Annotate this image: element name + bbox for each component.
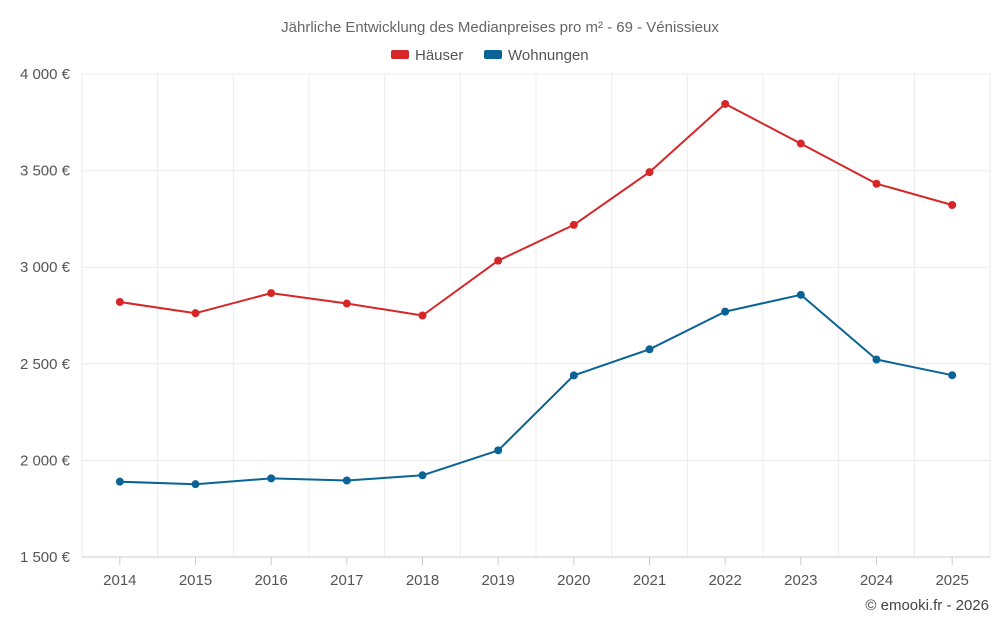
data-point-h-user[interactable] xyxy=(115,297,124,306)
x-axis: 2014 2015 2016 2017 2018 2019 2020 2021 2022 2023… xyxy=(82,556,990,589)
data-point-h-user[interactable] xyxy=(569,220,578,229)
data-point-wohnungen[interactable] xyxy=(872,355,881,364)
x-tick-label: 2023 xyxy=(784,572,817,589)
data-point-wohnungen[interactable] xyxy=(494,446,503,455)
x-tick-label: 2016 xyxy=(254,572,287,589)
data-point-wohnungen[interactable] xyxy=(191,480,200,489)
legend-item-wohnungen[interactable]: Wohnungen xyxy=(484,47,589,64)
data-point-h-user[interactable] xyxy=(494,256,503,265)
series-group xyxy=(115,99,957,489)
data-point-wohnungen[interactable] xyxy=(796,290,805,299)
y-tick-label: 3 000 € xyxy=(20,259,71,276)
x-tick-label: 2017 xyxy=(330,572,363,589)
legend-label: Häuser xyxy=(415,47,463,64)
y-axis: 1 500 € 2 000 € 2 500 € 3 000 € 3 500 € 4 000… xyxy=(20,66,71,566)
data-point-wohnungen[interactable] xyxy=(418,471,427,480)
x-tick-label: 2020 xyxy=(557,572,590,589)
data-point-h-user[interactable] xyxy=(796,139,805,148)
x-tick-label: 2024 xyxy=(860,572,893,589)
legend: Häuser Wohnungen xyxy=(391,47,589,64)
data-point-h-user[interactable] xyxy=(645,168,654,177)
y-tick-label: 1 500 € xyxy=(20,549,71,566)
x-tick-label: 2015 xyxy=(179,572,212,589)
data-point-wohnungen[interactable] xyxy=(721,307,730,316)
data-point-h-user[interactable] xyxy=(872,179,881,188)
x-tick-label: 2025 xyxy=(935,572,968,589)
x-tick-label: 2021 xyxy=(633,572,666,589)
data-point-wohnungen[interactable] xyxy=(342,476,351,485)
credit-text: © emooki.fr - 2026 xyxy=(865,597,989,614)
data-point-h-user[interactable] xyxy=(948,200,957,209)
data-point-wohnungen[interactable] xyxy=(569,371,578,380)
series-line-wohnungen xyxy=(119,293,953,486)
y-tick-label: 2 000 € xyxy=(20,452,71,469)
x-tick-label: 2019 xyxy=(481,572,514,589)
y-tick-label: 4 000 € xyxy=(20,66,71,83)
data-point-h-user[interactable] xyxy=(342,299,351,308)
chart-title: Jährliche Entwicklung des Medianpreises … xyxy=(281,19,719,36)
legend-swatch xyxy=(391,50,409,59)
legend-item-h-user[interactable]: Häuser xyxy=(391,47,463,64)
data-point-h-user[interactable] xyxy=(721,99,730,108)
y-tick-label: 3 500 € xyxy=(20,163,71,180)
x-tick-label: 2018 xyxy=(406,572,439,589)
data-point-wohnungen[interactable] xyxy=(115,477,124,486)
data-point-wohnungen[interactable] xyxy=(645,345,654,354)
legend-swatch xyxy=(484,50,502,59)
series-line-h-user xyxy=(119,102,953,317)
data-point-h-user[interactable] xyxy=(267,289,276,298)
grid xyxy=(81,73,991,558)
data-point-wohnungen[interactable] xyxy=(948,371,957,380)
data-point-h-user[interactable] xyxy=(418,311,427,320)
data-point-wohnungen[interactable] xyxy=(267,474,276,483)
y-tick-label: 2 500 € xyxy=(20,356,71,373)
legend-label: Wohnungen xyxy=(508,47,589,64)
x-tick-label: 2022 xyxy=(708,572,741,589)
data-point-h-user[interactable] xyxy=(191,309,200,318)
x-tick-label: 2014 xyxy=(103,572,136,589)
